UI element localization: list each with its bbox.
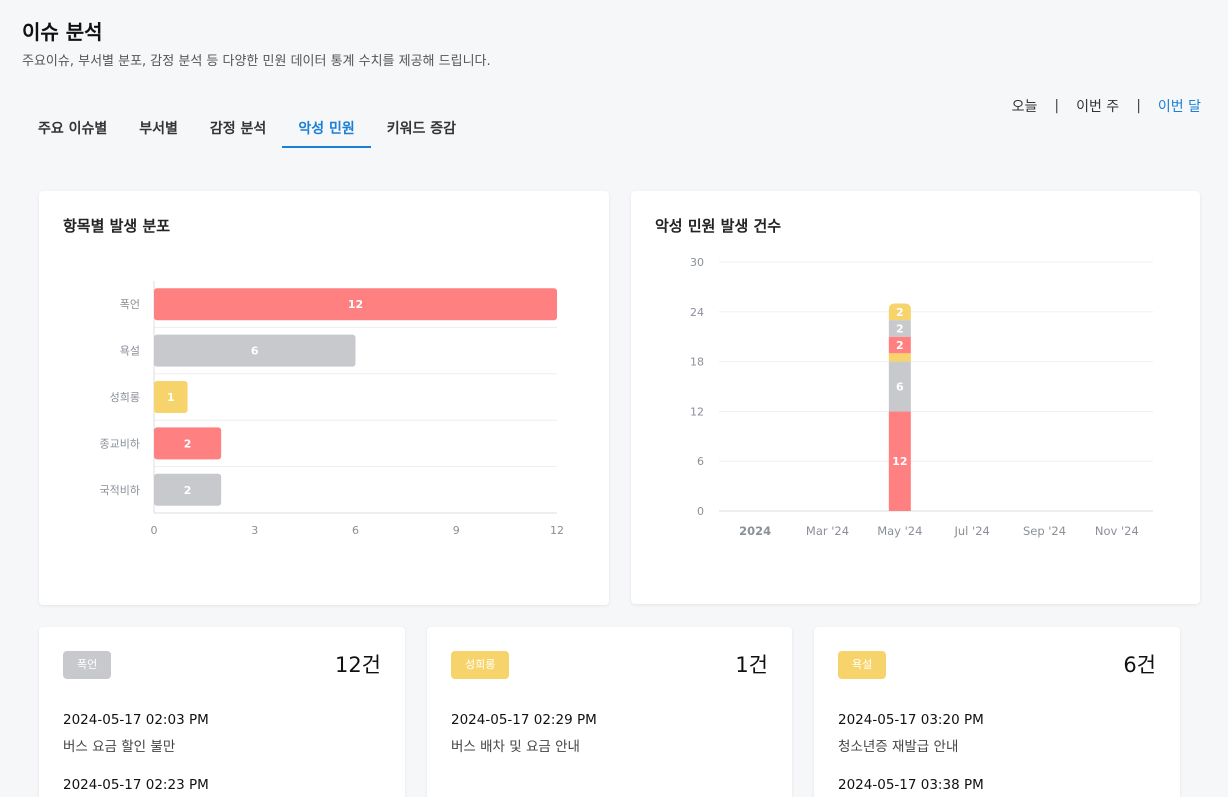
entry-timestamp: 2024-05-17 02:29 PM — [451, 712, 597, 728]
bar-segment — [888, 353, 911, 362]
distribution-card-title: 항목별 발생 분포 — [63, 217, 171, 235]
tab-bar: 주요 이슈별 부서별 감정 분석 악성 민원 키워드 증감 — [22, 112, 472, 148]
stat-card-profanity: 욕설 6건 2024-05-17 03:20 PM 청소년증 재발급 안내 20… — [814, 627, 1180, 797]
bar-segment — [888, 361, 911, 412]
x-tick-label: Nov '24 — [1095, 524, 1139, 538]
period-today[interactable]: 오늘 — [1011, 99, 1038, 115]
y-tick-label: 12 — [690, 405, 704, 418]
period-selector: 오늘 | 이번 주 | 이번 달 — [1012, 96, 1201, 116]
bar-segment — [888, 336, 911, 354]
period-this-month[interactable]: 이번 달 — [1157, 99, 1201, 115]
bar-data-label: 1 — [167, 391, 175, 404]
bar-segment — [888, 303, 911, 321]
bar — [154, 473, 222, 506]
bar-data-label: 12 — [348, 298, 363, 311]
segment-data-label: 2 — [896, 339, 904, 352]
y-tick-label: 0 — [697, 505, 704, 518]
monthly-stacked-bar-chart: 0 6 12 18 24 30 2024 Mar '24 May '24 Jul '24 Sep '… — [690, 256, 1153, 538]
period-separator: | — [1054, 98, 1060, 114]
tab-keyword-trend[interactable]: 키워드 증감 — [386, 121, 457, 137]
bar — [154, 288, 557, 321]
entry-timestamp: 2024-05-17 03:20 PM — [838, 712, 984, 728]
x-tick-label: 0 — [151, 524, 158, 537]
distribution-bar-chart: 폭언 12 욕설 6 성희롱 1 종교비하 2 국적비하 2 0 3 6 9 12 — [100, 281, 564, 537]
case-count: 12건 — [334, 653, 381, 677]
count-card-title: 악성 민원 발생 건수 — [655, 217, 782, 235]
tab-department[interactable]: 부서별 — [139, 121, 178, 137]
x-tick-label: 12 — [550, 524, 564, 537]
case-count: 1건 — [735, 653, 768, 677]
x-tick-label: 6 — [352, 524, 359, 537]
entry-timestamp: 2024-05-17 03:38 PM — [838, 777, 984, 793]
x-tick-label: 2024 — [739, 524, 771, 538]
y-tick-label: 성희롱 — [110, 391, 140, 404]
x-tick-label: 9 — [453, 524, 460, 537]
y-tick-label: 6 — [697, 455, 704, 468]
x-tick-label: Mar '24 — [806, 524, 849, 538]
distribution-card: 항목별 발생 분포 폭언 12 욕설 6 성희롱 1 종교비하 2 국적비하 2 0 3 6 9 12 — [39, 191, 609, 605]
count-card: 악성 민원 발생 건수 0 6 12 18 24 30 2024 Mar '24 May '24… — [631, 191, 1200, 604]
category-badge: 폭언 — [63, 651, 112, 679]
y-tick-label: 24 — [690, 306, 704, 319]
tab-malicious-complaints[interactable]: 악성 민원 — [282, 112, 371, 148]
y-tick-label: 18 — [690, 356, 704, 369]
tab-sentiment[interactable]: 감정 분석 — [209, 121, 267, 137]
x-tick-label: Sep '24 — [1023, 524, 1066, 538]
bar-data-label: 2 — [184, 437, 192, 450]
x-tick-label: 3 — [251, 524, 258, 537]
segment-data-label: 12 — [892, 455, 907, 468]
period-separator: | — [1136, 98, 1141, 114]
entry-timestamp: 2024-05-17 02:23 PM — [63, 777, 209, 793]
stat-card-harassment: 성희롱 1건 2024-05-17 02:29 PM 버스 배차 및 요금 안내 — [427, 627, 792, 797]
entry-title[interactable]: 청소년증 재발급 안내 — [838, 739, 959, 755]
y-tick-label: 30 — [690, 256, 704, 269]
x-tick-label: Jul '24 — [954, 524, 990, 538]
page-subtitle: 주요이슈, 부서별 분포, 감정 분석 등 다양한 민원 데이터 통계 수치를 … — [22, 54, 491, 69]
bar — [154, 381, 188, 413]
y-tick-label: 국적비하 — [100, 483, 140, 497]
bar-segment — [888, 411, 911, 511]
stat-card-abuse: 폭언 12건 2024-05-17 02:03 PM 버스 요금 할인 불만 2… — [39, 627, 405, 797]
bar-data-label: 2 — [184, 484, 192, 497]
bar — [154, 334, 356, 367]
y-tick-label: 폭언 — [120, 298, 140, 311]
case-count: 6건 — [1123, 653, 1156, 677]
entry-timestamp: 2024-05-17 02:03 PM — [63, 712, 209, 728]
segment-data-label: 6 — [896, 381, 904, 394]
bar — [154, 427, 222, 460]
entry-title[interactable]: 버스 배차 및 요금 안내 — [451, 739, 580, 755]
period-this-week[interactable]: 이번 주 — [1076, 99, 1120, 115]
y-tick-label: 종교비하 — [100, 436, 140, 450]
segment-data-label: 2 — [896, 322, 904, 335]
page-title: 이슈 분석 — [22, 20, 103, 44]
segment-data-label: 2 — [896, 306, 904, 319]
category-badge: 욕설 — [838, 651, 887, 679]
bar-data-label: 6 — [251, 345, 259, 358]
entry-title[interactable]: 버스 요금 할인 불만 — [63, 739, 176, 755]
tab-major-issues[interactable]: 주요 이슈별 — [38, 121, 108, 137]
y-tick-label: 욕설 — [120, 345, 140, 358]
bar-segment — [888, 320, 911, 337]
x-tick-label: May '24 — [877, 524, 922, 538]
category-badge: 성희롱 — [451, 651, 510, 679]
